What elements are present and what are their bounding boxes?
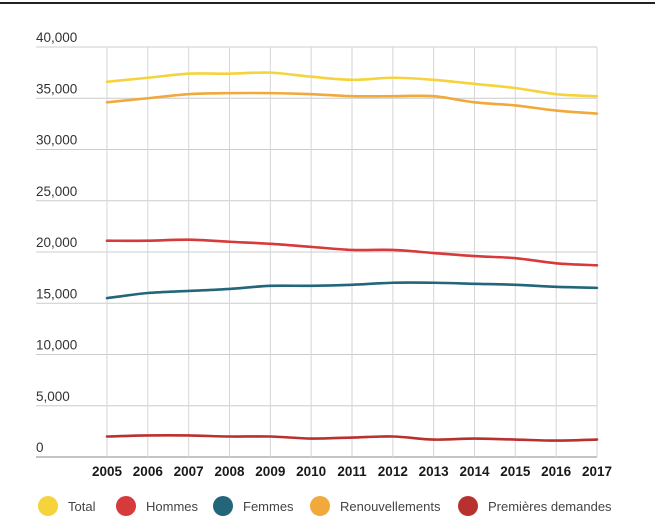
series-line-hommes [105,238,599,267]
x-tick-label: 2015 [500,464,531,479]
legend-label: Premières demandes [488,499,612,514]
y-tick-label: 40,000 [36,30,77,45]
x-tick-label: 2016 [541,464,572,479]
legend-item: Premières demandes [458,496,612,516]
y-tick-label: 25,000 [36,184,77,199]
legend-label: Renouvellements [340,499,441,514]
series-line-renouvellements [105,91,599,115]
x-tick-label: 2007 [174,464,204,479]
grid [36,46,598,458]
legend-swatch [116,496,136,516]
legend-item: Hommes [116,496,199,516]
legend-swatch [38,496,58,516]
y-tick-label: 0 [36,440,44,455]
series-line-femmes [105,281,599,300]
legend-swatch [458,496,478,516]
legend: Total Hommes Femmes Renouvellements Première… [38,496,612,516]
legend-label: Total [68,499,96,514]
x-tick-label: 2010 [296,464,326,479]
x-tick-label: 2005 [92,464,123,479]
legend-item: Renouvellements [310,496,441,516]
y-tick-label: 10,000 [36,338,77,353]
legend-swatch [310,496,330,516]
x-tick-label: 2009 [255,464,285,479]
legend-item: Femmes [213,496,294,516]
legend-item: Total [38,496,96,516]
legend-label: Femmes [243,499,294,514]
y-tick-label: 35,000 [36,81,77,96]
x-tick-label: 2006 [133,464,164,479]
legend-swatch [213,496,233,516]
y-tick-label: 5,000 [36,389,70,404]
y-tick-label: 20,000 [36,235,77,250]
y-tick-label: 15,000 [36,286,77,301]
series-lines [105,71,599,442]
x-tick-label: 2012 [378,464,408,479]
x-tick-label: 2017 [582,464,612,479]
x-tick-label: 2013 [419,464,450,479]
x-tick-label: 2014 [459,464,490,479]
series-line-premi-res-demandes [105,434,599,442]
x-tick-label: 2008 [214,464,245,479]
series-line-total [105,71,599,98]
x-tick-label: 2011 [337,464,367,479]
y-tick-label: 30,000 [36,133,77,148]
legend-label: Hommes [146,499,199,514]
x-axis: 2005 2006 2007 2008 2009 2010 2011 2012 2013 2014… [92,464,612,479]
y-axis: 0 5,000 10,000 15,000 20,000 25,000 30,000 35,0… [36,30,77,455]
